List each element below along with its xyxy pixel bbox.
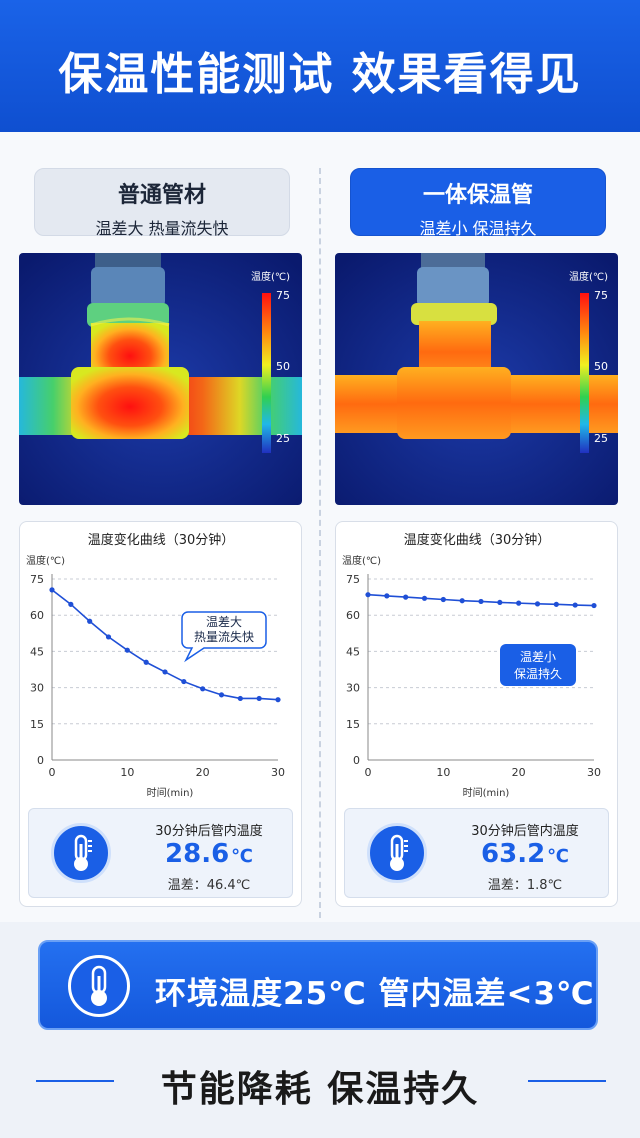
left-temperature-scale-bar	[262, 293, 271, 453]
left-chart-ytick-label: 60	[30, 609, 44, 622]
left-chart-card: 温度变化曲线（30分钟） 温度(℃) 时间(min) 0 15 30 45 60 75 0 1…	[19, 521, 302, 907]
left-chart-data-point	[162, 669, 168, 675]
right-chart-xtick-label: 10	[436, 766, 450, 779]
left-chart-ylabel: 温度(℃)	[26, 554, 65, 567]
right-chart-ytick-label: 0	[353, 754, 360, 767]
left-product-desc: 温差大 热量流失快	[95, 219, 229, 238]
left-temperature-chart: 温度变化曲线（30分钟） 温度(℃) 时间(min) 0 15 30 45 60 75 0 1…	[26, 532, 285, 799]
right-scale-25: 25	[594, 432, 608, 445]
left-chart-data-point	[124, 647, 130, 653]
right-scale-75: 75	[594, 289, 608, 302]
right-product-name: 一体保温管	[422, 183, 533, 208]
environment-banner: 环境温度25℃ 管内温差<3℃	[38, 940, 598, 1030]
right-chart-data-point	[421, 595, 428, 601]
left-result-value: 28.6 ℃	[165, 839, 253, 869]
left-result-box: 30分钟后管内温度 28.6 ℃ 温差：46.4℃	[28, 808, 293, 898]
right-chart-data-point	[497, 599, 503, 606]
left-chart-callout: 温差大 热量流失快	[181, 611, 267, 663]
right-callout-line1: 温差小	[520, 650, 556, 664]
right-chart-ytick-label: 75	[346, 573, 360, 586]
left-product-name: 普通管材	[117, 183, 206, 208]
footer-line-right	[528, 1080, 606, 1082]
left-scale-50: 50	[276, 360, 290, 373]
right-chart-data-point	[403, 594, 409, 600]
right-result-value: 63.2 ℃	[481, 839, 569, 869]
right-chart-data-point	[553, 601, 559, 607]
left-chart-xtick-label: 20	[196, 766, 210, 779]
left-chart-ytick-label: 75	[30, 573, 44, 586]
left-chart-data-point	[143, 659, 149, 665]
right-temperature-scale-bar	[580, 293, 589, 453]
left-chart-ytick-label: 45	[30, 645, 44, 658]
left-chart-data-point	[237, 695, 243, 702]
left-chart-ytick-label: 15	[30, 718, 44, 731]
right-chart-ytick-label: 60	[346, 609, 360, 622]
right-chart-card: 温度变化曲线（30分钟） 温度(℃) 时间(min) 0 15 30 45 60 75 0 1…	[335, 521, 618, 907]
left-chart-data-point	[49, 587, 55, 593]
header-banner: 保温性能测试 效果看得见	[0, 0, 640, 132]
right-product-desc: 温差小 保温持久	[419, 219, 537, 238]
right-chart-callout: 温差小 保温持久	[500, 644, 576, 686]
right-thermal-image: 温度(℃) 75 50 25	[335, 253, 618, 505]
right-result-box: 30分钟后管内温度 63.2 ℃ 温差：1.8℃	[344, 808, 609, 898]
right-chart-data-point	[440, 596, 446, 603]
right-chart-data-point	[572, 602, 578, 608]
left-chart-data-point	[275, 697, 281, 703]
thermometer-icon	[68, 955, 130, 1017]
left-chart-ytick-label: 0	[37, 754, 44, 767]
left-chart-xtick-label: 0	[49, 766, 56, 779]
right-product-label: 一体保温管 温差小 保温持久	[350, 168, 606, 238]
left-callout-line2: 热量流失快	[194, 629, 254, 644]
right-chart-data-point	[365, 592, 371, 598]
left-chart-data-point	[256, 695, 262, 702]
left-chart-data-point	[218, 692, 225, 698]
right-callout-line2: 保温持久	[514, 666, 562, 681]
footer-line-left	[36, 1080, 114, 1082]
environment-statement: 环境温度25℃ 管内温差<3℃	[155, 976, 595, 1012]
left-scale-75: 75	[276, 289, 290, 302]
right-temperature-chart: 温度变化曲线（30分钟） 温度(℃) 时间(min) 0 15 30 45 60 75 0 1…	[342, 532, 601, 799]
right-chart-data-point	[591, 602, 597, 609]
right-chart-data-point	[534, 601, 541, 607]
left-result-diff: 温差：46.4℃	[167, 878, 251, 893]
left-thermal-image: 温度(℃) 75 50 25	[19, 253, 302, 505]
right-chart-data-point	[459, 598, 465, 604]
left-scale-title: 温度(℃)	[251, 270, 290, 283]
thermometer-icon	[367, 823, 427, 883]
right-chart-xlabel: 时间(min)	[463, 786, 510, 799]
right-chart-title: 温度变化曲线（30分钟）	[404, 532, 551, 548]
page-title: 保温性能测试 效果看得见	[58, 49, 582, 100]
right-scale-50: 50	[594, 360, 608, 373]
left-chart-xtick-label: 10	[120, 766, 134, 779]
right-chart-ytick-label: 45	[346, 645, 360, 658]
right-chart-ytick-label: 30	[346, 682, 360, 695]
left-chart-title: 温度变化曲线（30分钟）	[88, 532, 235, 548]
left-chart-data-point	[200, 686, 206, 692]
right-result-label: 30分钟后管内温度	[471, 824, 579, 839]
center-divider	[319, 168, 321, 918]
right-chart-data-point	[516, 600, 522, 606]
left-chart-data-point	[181, 678, 187, 685]
right-chart-data-point	[478, 598, 484, 605]
left-chart-data-point	[105, 634, 112, 640]
left-scale-25: 25	[276, 432, 290, 445]
right-result-diff: 温差：1.8℃	[487, 878, 563, 893]
right-chart-ylabel: 温度(℃)	[342, 554, 381, 567]
right-chart-xtick-label: 20	[512, 766, 526, 779]
left-callout-line1: 温差大	[206, 615, 242, 629]
footer-slogan: 节能降耗 保温持久	[160, 1069, 480, 1110]
right-chart-data-point	[384, 593, 390, 599]
left-chart-xtick-label: 30	[271, 766, 285, 779]
right-chart-xtick-label: 0	[365, 766, 372, 779]
thermometer-icon	[51, 823, 111, 883]
right-chart-xtick-label: 30	[587, 766, 601, 779]
left-chart-data-point	[68, 601, 74, 607]
right-chart-ytick-label: 15	[346, 718, 360, 731]
left-chart-xlabel: 时间(min)	[147, 786, 194, 799]
right-scale-title: 温度(℃)	[569, 270, 608, 283]
left-result-label: 30分钟后管内温度	[155, 824, 263, 839]
left-product-label: 普通管材 温差大 热量流失快	[34, 168, 290, 238]
left-chart-data-point	[87, 618, 93, 624]
left-chart-ytick-label: 30	[30, 682, 44, 695]
